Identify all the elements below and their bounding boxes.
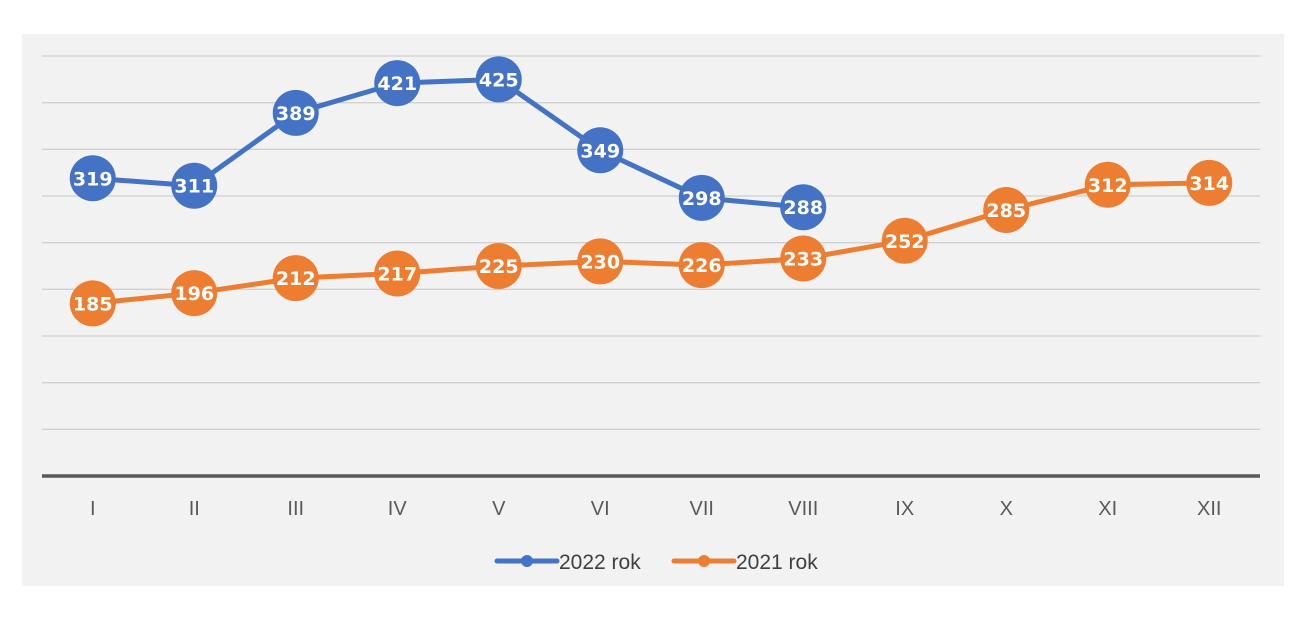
gridlines — [42, 55, 1260, 430]
legend-label: 2021 rok — [736, 551, 818, 574]
data-label: 389 — [276, 103, 316, 125]
x-tick-label: III — [287, 498, 304, 520]
x-tick-label: V — [492, 498, 506, 520]
x-tick-label: IV — [388, 498, 408, 520]
data-label: 298 — [682, 188, 722, 210]
data-point — [475, 56, 522, 103]
data-point — [780, 235, 827, 282]
data-label: 425 — [479, 69, 519, 91]
x-tick-label: IX — [895, 498, 914, 520]
data-point — [577, 238, 624, 285]
data-label: 311 — [174, 176, 214, 198]
legend-swatch-marker — [521, 555, 533, 567]
legend: 2022 rok 2021 rok — [494, 551, 818, 574]
x-tick-label: II — [189, 498, 200, 520]
data-label: 421 — [377, 73, 417, 95]
data-label: 212 — [276, 268, 316, 290]
data-point — [678, 174, 725, 221]
x-tick-label: I — [90, 498, 96, 520]
x-tick-label: VIII — [788, 498, 818, 520]
x-tick-label: VII — [690, 498, 714, 520]
data-point — [780, 184, 827, 231]
data-label: 233 — [783, 249, 823, 271]
data-label: 225 — [479, 256, 519, 278]
data-point — [374, 250, 421, 297]
data-label: 314 — [1189, 173, 1229, 195]
data-point — [983, 187, 1030, 233]
data-label: 285 — [986, 200, 1026, 222]
data-point — [171, 162, 218, 209]
x-tick-label: XII — [1197, 498, 1221, 520]
data-point — [678, 242, 725, 289]
x-tick-label: VI — [591, 498, 610, 520]
data-point — [69, 155, 116, 202]
data-point — [171, 270, 218, 317]
data-point — [1186, 159, 1233, 206]
data-label: 230 — [580, 251, 620, 273]
data-point — [272, 89, 319, 136]
data-label: 349 — [580, 140, 620, 162]
x-axis-tick-labels: I II III IV V VI VII VIII IX X XI XII — [90, 498, 1222, 520]
data-point — [374, 60, 421, 107]
data-label: 252 — [885, 231, 925, 253]
legend-swatch-marker — [698, 555, 710, 567]
series-2: 185 196 212 217 225 230 226 233 252 285 312 314 — [69, 159, 1233, 327]
series-1: 319 311 389 421 425 349 298 288 — [69, 56, 827, 231]
chart-area: I II III IV V VI VII VIII IX X XI XII 319 311 389 421 42… — [22, 34, 1284, 586]
data-point — [881, 217, 928, 264]
data-point — [475, 243, 522, 289]
data-label: 217 — [377, 263, 417, 285]
data-label: 288 — [783, 197, 823, 219]
data-point — [577, 127, 624, 174]
x-tick-label: X — [1000, 498, 1013, 520]
data-point — [69, 280, 116, 327]
data-label: 185 — [73, 293, 113, 315]
data-label: 319 — [73, 168, 113, 190]
data-point — [1084, 161, 1131, 208]
data-label: 226 — [682, 255, 722, 277]
data-point — [272, 255, 319, 302]
data-label: 312 — [1088, 175, 1128, 197]
legend-label: 2022 rok — [559, 551, 641, 574]
data-label: 196 — [174, 283, 214, 305]
x-tick-label: XI — [1098, 498, 1117, 520]
